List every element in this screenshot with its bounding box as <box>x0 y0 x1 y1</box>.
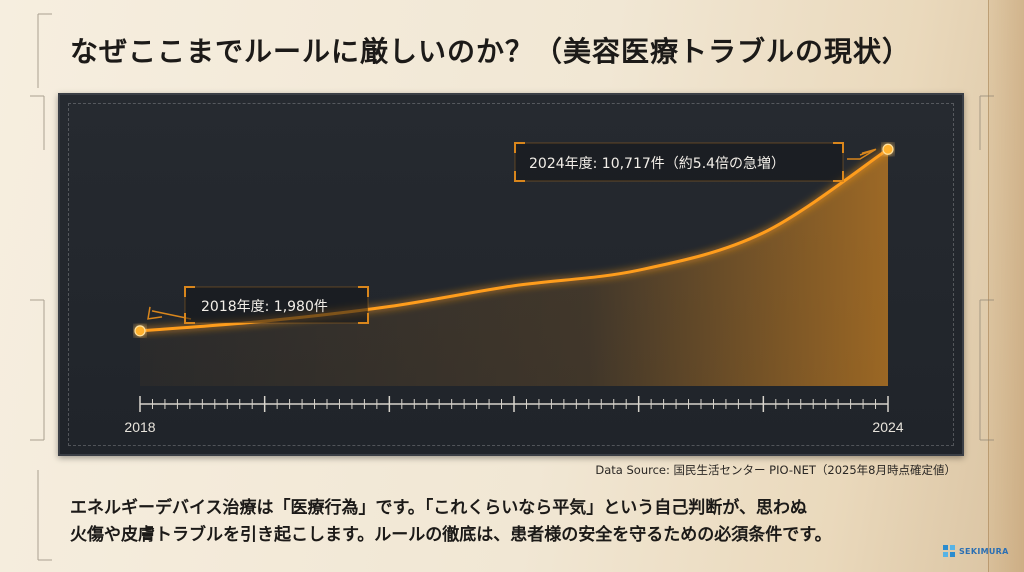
chart-panel: 2018 2024 2018年度: 1,980件 2024年度: 10,717件… <box>58 93 964 456</box>
data-source-note: Data Source: 国民生活センター PIO-NET（2025年8月時点確… <box>595 463 956 477</box>
annotation-bracket <box>184 313 195 324</box>
decorative-side-band <box>988 0 1024 572</box>
description-text: エネルギーデバイス治療は「医療行為」です。「これくらいなら平気」という自己判断が… <box>70 495 970 549</box>
logo-mark-icon <box>943 545 955 557</box>
annotation-label-2018: 2018年度: 1,980件 <box>201 299 328 315</box>
annotation-background <box>184 286 369 324</box>
data-point-marker <box>882 143 894 155</box>
company-logo: SEKIMURA <box>942 540 1012 562</box>
chart-panel-dashed-border <box>68 103 954 446</box>
annotation-bracket <box>833 171 844 182</box>
annotation-bracket <box>833 142 844 153</box>
x-tick-label-start: 2018 <box>124 419 155 435</box>
annotation-bracket <box>514 171 525 182</box>
description-line-1: エネルギーデバイス治療は「医療行為」です。「これくらいなら平気」という自己判断が… <box>70 498 807 518</box>
annotation-bracket <box>358 286 369 297</box>
data-point-marker <box>134 325 146 337</box>
annotation-bracket <box>184 286 195 297</box>
annotation-box-2018 <box>184 286 369 324</box>
description-line-2: 火傷や皮膚トラブルを引き起こします。ルールの徹底は、患者様の安全を守るための必須… <box>70 525 832 545</box>
annotation-2024: 2024年度: 10,717件（約5.4倍の急増） <box>514 142 877 182</box>
annotation-2018: 2018年度: 1,980件 <box>147 286 369 324</box>
series-area-fill <box>140 149 888 386</box>
data-points <box>134 143 894 337</box>
line-chart: 2018 2024 2018年度: 1,980件 2024年度: 10,717件… <box>124 142 904 435</box>
annotation-label-2024: 2024年度: 10,717件（約5.4倍の急増） <box>529 156 785 172</box>
page-title: なぜここまでルールに厳しいのか？（美容医療トラブルの現状） <box>70 35 912 68</box>
annotation-bracket <box>358 313 369 324</box>
annotation-bracket <box>514 142 525 153</box>
x-tick-label-end: 2024 <box>872 419 903 435</box>
x-axis <box>139 396 889 412</box>
annotation-arrow-2024 <box>847 148 877 160</box>
annotation-background <box>514 142 844 182</box>
logo-text: SEKIMURA <box>959 546 1009 556</box>
annotation-box-2024 <box>514 142 844 182</box>
